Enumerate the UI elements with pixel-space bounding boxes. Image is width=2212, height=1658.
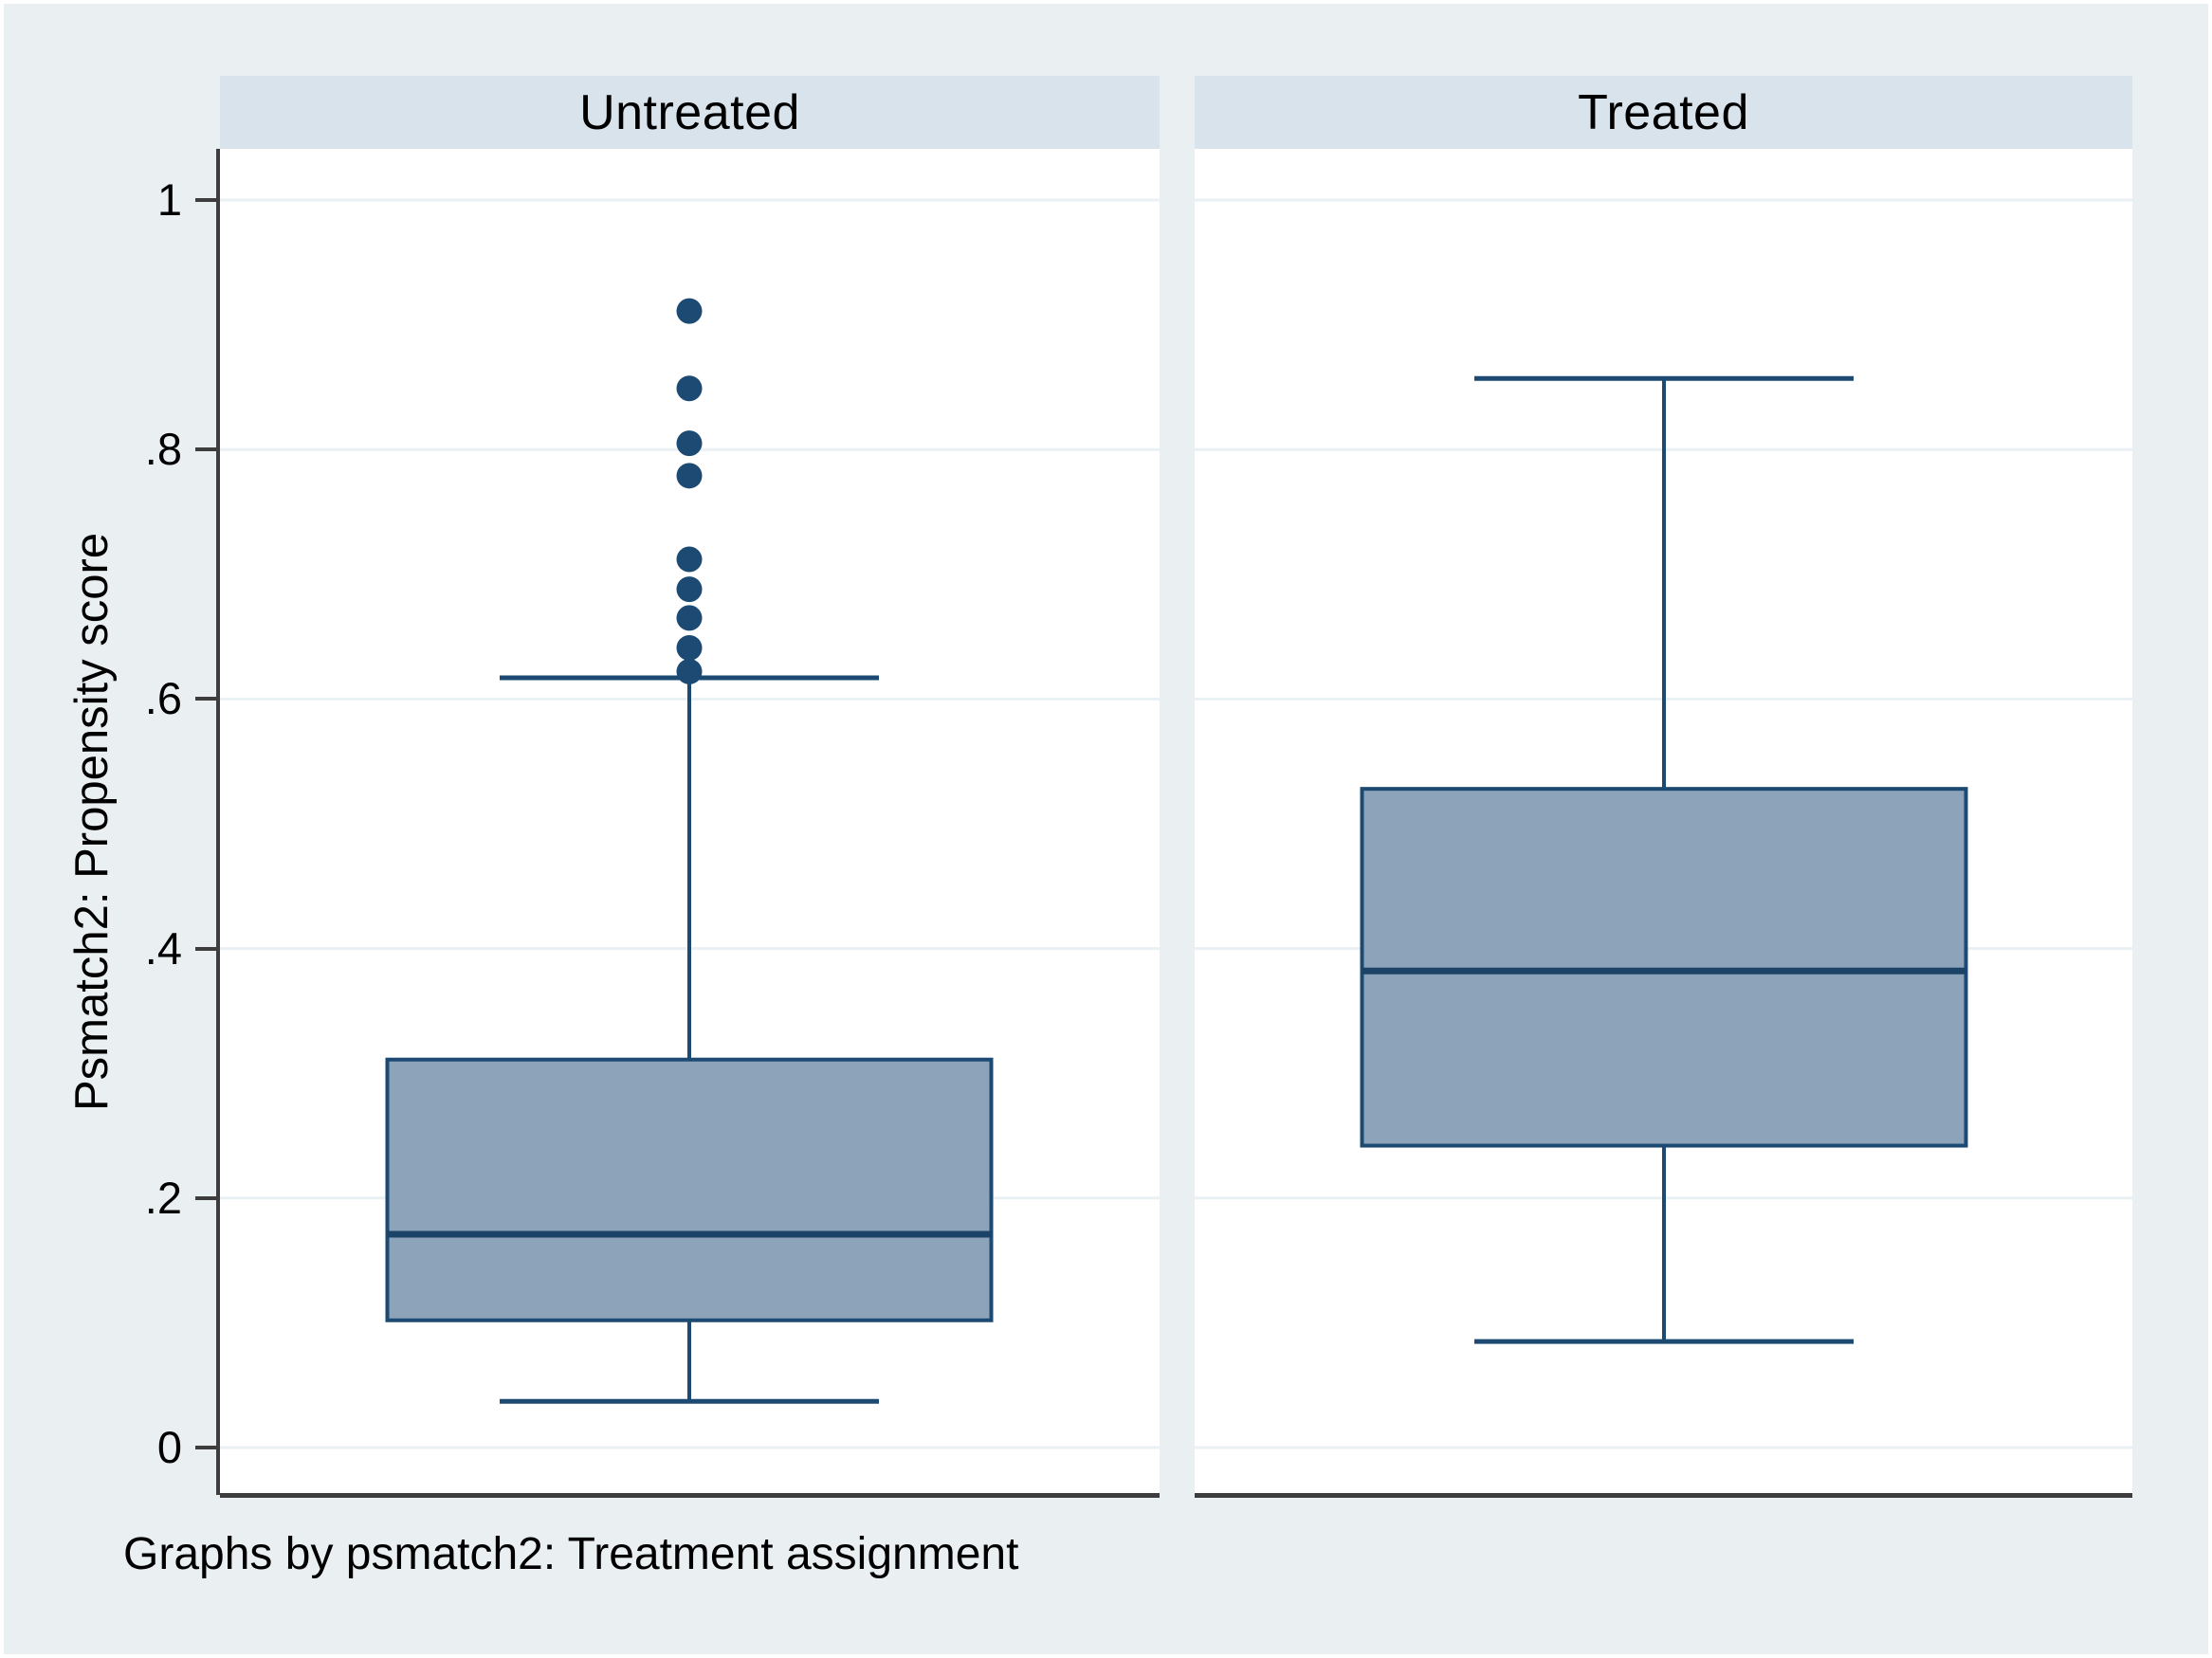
outlier-dot: [676, 375, 703, 402]
outlier-dot: [676, 605, 703, 631]
y-tick-mark: [195, 1195, 218, 1200]
y-tick-mark: [195, 946, 218, 951]
outlier-dot: [676, 430, 703, 457]
y-tick-mark: [195, 198, 218, 202]
y-tick-label: .2: [144, 1172, 182, 1223]
y-tick-label: .8: [144, 424, 182, 475]
outlier-dot: [676, 463, 703, 489]
plot-area-untreated: [220, 149, 1160, 1495]
y-tick-label: 1: [156, 174, 182, 225]
outlier-dot: [676, 634, 703, 661]
y-axis-line: [216, 149, 220, 1495]
panel-header-treated: Treated: [1195, 76, 2132, 149]
y-tick-label: .4: [144, 922, 182, 974]
y-tick-label: .6: [144, 673, 182, 724]
iqr-box: [1360, 787, 1968, 1148]
outlier-dot: [676, 546, 703, 573]
y-tick-mark: [195, 697, 218, 701]
x-axis-line-treated: [1195, 1493, 2132, 1498]
iqr-box: [385, 1057, 994, 1322]
y-tick-mark: [195, 1446, 218, 1449]
y-tick-label: 0: [156, 1422, 182, 1472]
outlier-dot: [676, 576, 703, 603]
x-axis-line-untreated: [220, 1493, 1160, 1498]
plot-area-treated: [1195, 149, 2132, 1495]
boxplot-svg-treated: [1195, 198, 2132, 1449]
figure-caption: Graphs by psmatch2: Treatment assignment: [123, 1529, 1019, 1579]
y-axis-title: Psmatch2: Propensity score: [66, 532, 118, 1112]
outlier-dot: [676, 658, 703, 684]
outlier-dot: [676, 298, 703, 324]
panel-header-untreated: Untreated: [220, 76, 1160, 149]
boxplot-svg-untreated: [220, 198, 1160, 1449]
y-tick-mark: [195, 447, 218, 452]
